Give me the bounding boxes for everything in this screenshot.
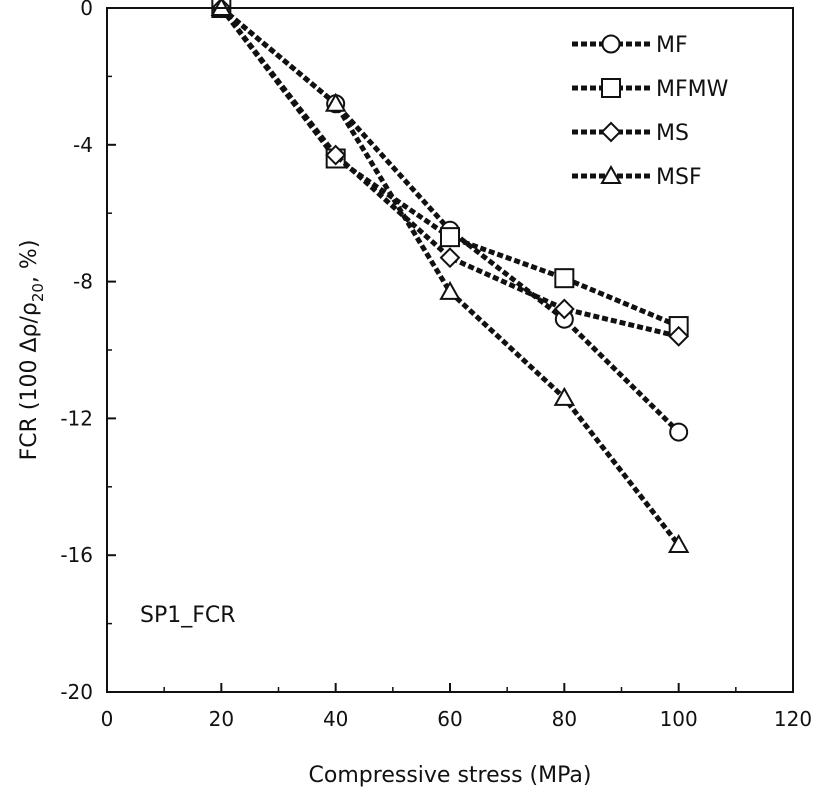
data-point-mfmw [441, 228, 459, 246]
x-tick-label: 80 [552, 707, 577, 731]
x-tick-label: 100 [660, 707, 698, 731]
legend-item-mfmw: MFMW [572, 77, 729, 102]
legend: MF MFMW MS MSF [572, 33, 729, 190]
x-tick-label: 40 [323, 707, 348, 731]
legend-marker-ms [602, 123, 620, 141]
x-tick-label: 20 [209, 707, 234, 731]
y-axis-title-subscript: 20 [29, 283, 47, 302]
legend-label-mf: MF [656, 33, 688, 58]
y-axis-title: FCR (100 Δρ/ρ20, %) [17, 240, 47, 461]
y-tick-label: -16 [60, 543, 93, 567]
legend-label-msf: MSF [656, 165, 702, 190]
legend-label-ms: MS [656, 121, 689, 146]
y-tick-label: -4 [73, 133, 93, 157]
panel-annotation: SP1_FCR [140, 603, 236, 628]
axis-ticks [107, 8, 793, 692]
data-point-ms [441, 249, 459, 267]
legend-item-mf: MF [572, 33, 688, 58]
legend-item-ms: MS [572, 121, 689, 146]
series-mf [213, 0, 687, 441]
y-tick-label: -12 [60, 406, 93, 430]
y-tick-label: -20 [60, 680, 93, 704]
legend-item-msf: MSF [572, 165, 702, 190]
series-line-mf [221, 8, 678, 432]
x-tick-label: 60 [437, 707, 462, 731]
data-point-mf [670, 424, 687, 441]
data-point-mfmw [555, 269, 573, 287]
y-axis-title-suffix: , %) [17, 240, 42, 283]
x-axis-title: Compressive stress (MPa) [309, 763, 592, 788]
plot-frame [107, 8, 793, 692]
y-axis-title-prefix: FCR (100 Δρ/ρ [17, 302, 42, 460]
x-tick-label: 120 [774, 707, 812, 731]
y-tick-label: -8 [73, 270, 93, 294]
x-tick-label: 0 [101, 707, 114, 731]
legend-label-mfmw: MFMW [656, 77, 729, 102]
legend-marker-mf [603, 36, 620, 53]
legend-marker-mfmw [602, 79, 620, 97]
y-tick-label: 0 [80, 0, 93, 20]
